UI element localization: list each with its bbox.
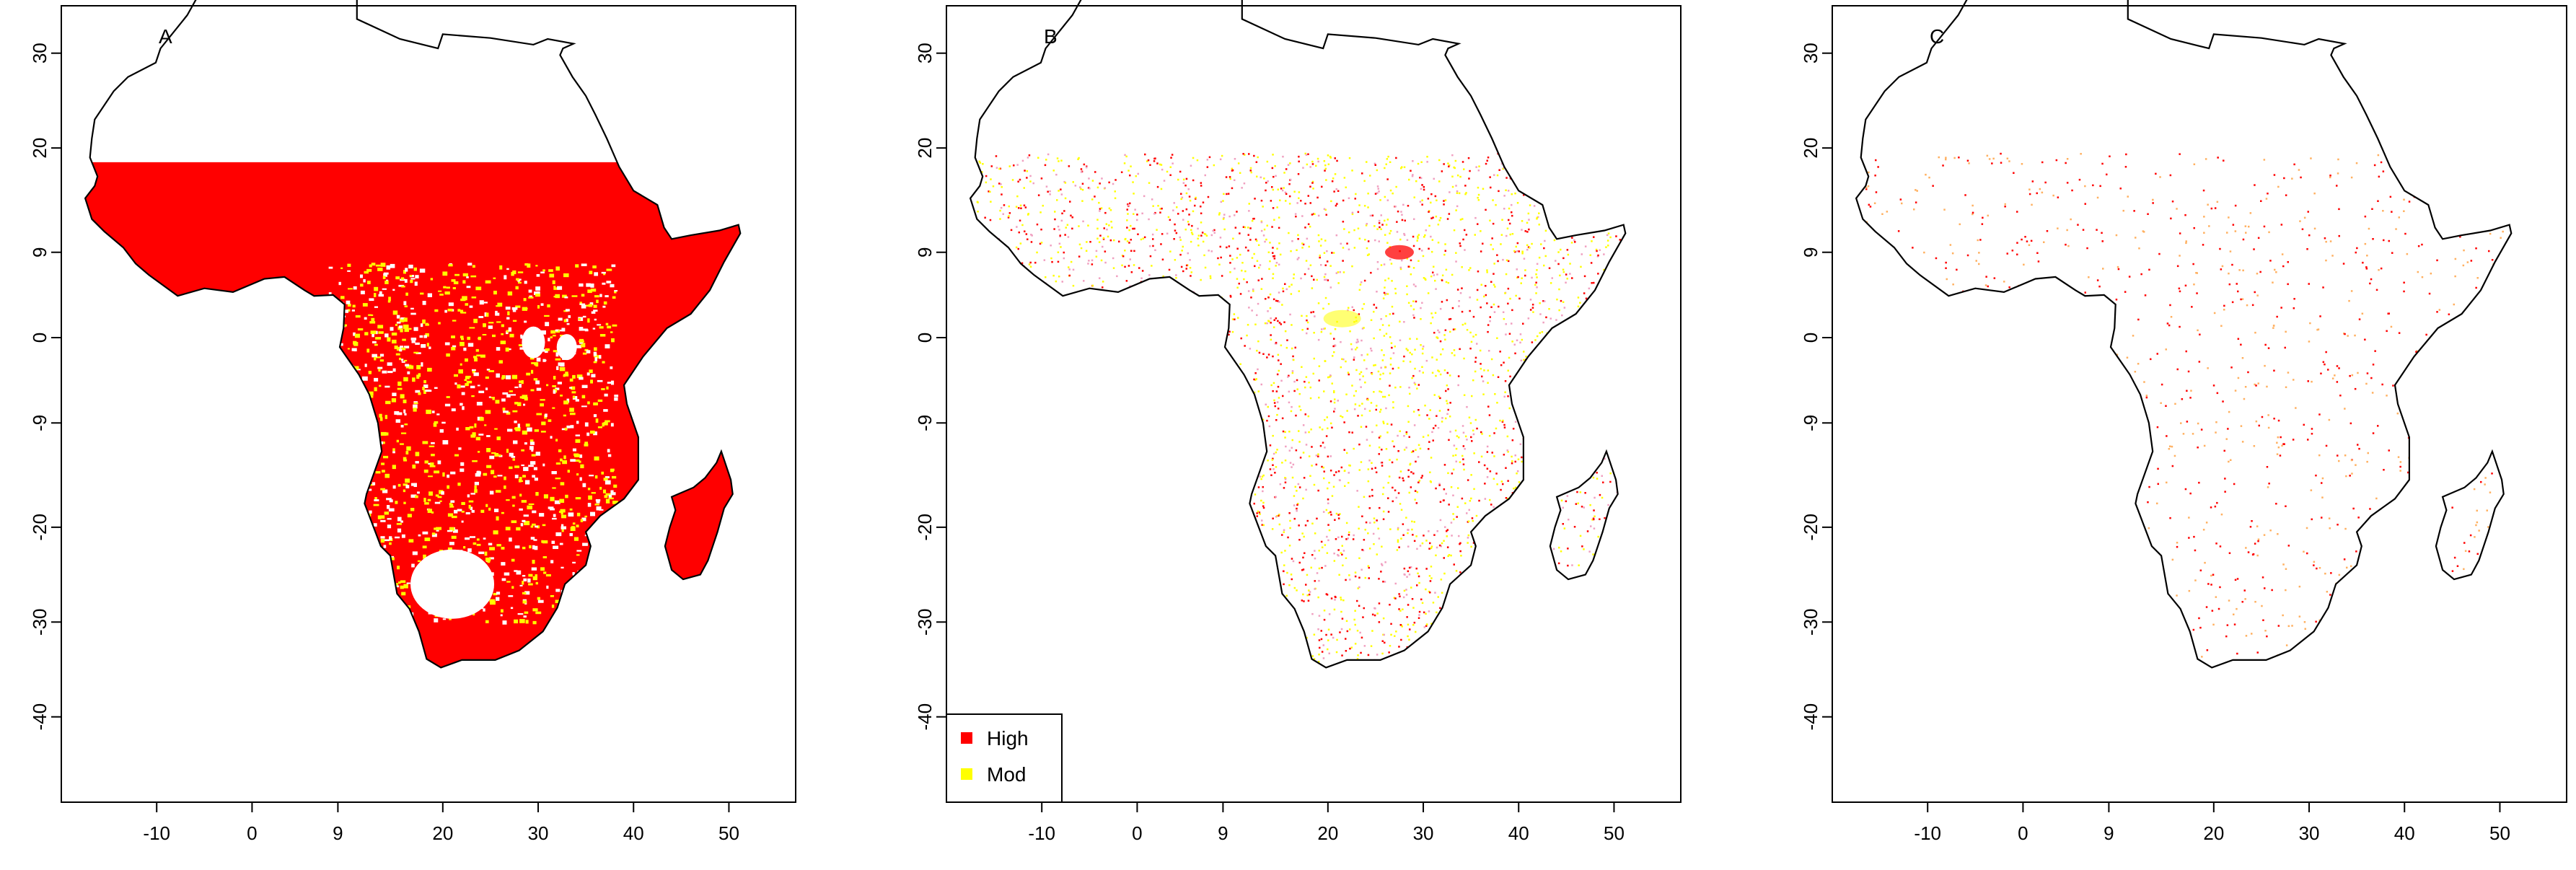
map-panel-c: C -10 0 9 20 30 40 50 30 20 9 0 -9 -20 -30 -40 — [1800, 0, 2567, 844]
y-tick-label: -40 — [29, 703, 50, 731]
africa-coastline — [969, 0, 1627, 669]
y-tick-label: 0 — [914, 333, 936, 343]
legend-swatch-mod — [961, 768, 972, 780]
x-tick-label: 40 — [623, 822, 644, 844]
legend-box — [946, 713, 1063, 803]
plot-frame — [61, 5, 796, 803]
madagascar-coastline — [2435, 449, 2505, 581]
x-tick-label: 0 — [1132, 822, 1142, 844]
y-tick-label: -9 — [29, 415, 50, 431]
prevalence-layer — [976, 152, 1621, 668]
legend-swatch-high — [961, 732, 972, 744]
y-tick-label: 30 — [1800, 43, 1821, 63]
y-tick-label: 30 — [29, 43, 50, 63]
x-tick-label: 30 — [528, 822, 549, 844]
y-tick-label: 20 — [1800, 138, 1821, 159]
y-tick-label: -9 — [914, 415, 936, 431]
legend: High Mod — [946, 713, 1063, 803]
map-panel-b: B -10 0 9 20 30 40 50 30 20 9 0 -9 -20 -30 -40 High Mod — [914, 0, 1682, 844]
high-prevalence-area — [85, 162, 741, 668]
x-tick-label: 50 — [718, 822, 739, 844]
plot-frame — [1832, 5, 2567, 803]
y-tick-label: 9 — [1800, 247, 1821, 257]
y-tick-label: 20 — [914, 138, 936, 159]
legend-label-high: High — [987, 727, 1029, 750]
x-tick-label: 50 — [2489, 822, 2510, 844]
y-tick-label: 20 — [29, 138, 50, 159]
x-tick-label: 9 — [333, 822, 343, 844]
prevalence-layer — [1865, 152, 2504, 662]
x-tick-label: -10 — [1914, 822, 1941, 844]
y-tick-label: -20 — [914, 514, 936, 541]
africa-coastline — [1855, 0, 2513, 669]
y-tick-label: 9 — [29, 247, 50, 257]
y-tick-label: -20 — [1800, 514, 1821, 541]
x-tick-label: 30 — [1413, 822, 1434, 844]
plot-frame — [946, 5, 1682, 803]
africa-coastline — [84, 0, 742, 669]
x-tick-label: 40 — [2394, 822, 2415, 844]
y-tick-label: -40 — [914, 703, 936, 731]
x-tick-label: 50 — [1604, 822, 1625, 844]
y-tick-label: -20 — [29, 514, 50, 541]
panel-label: A — [159, 25, 172, 48]
y-tick-label: 0 — [29, 333, 50, 343]
y-tick-label: -30 — [29, 608, 50, 636]
y-tick-label: 9 — [914, 247, 936, 257]
panel-label: C — [1930, 25, 1944, 48]
x-tick-label: -10 — [143, 822, 170, 844]
madagascar-coastline — [1549, 449, 1619, 581]
y-tick-label: 0 — [1800, 333, 1821, 343]
madagascar-coastline — [664, 449, 734, 581]
x-tick-label: 20 — [432, 822, 453, 844]
y-tick-label: -9 — [1800, 415, 1821, 431]
y-tick-label: 30 — [914, 43, 936, 63]
legend-label-mod: Mod — [987, 763, 1026, 786]
x-tick-label: 30 — [2299, 822, 2320, 844]
x-tick-label: 20 — [1317, 822, 1338, 844]
x-tick-label: -10 — [1028, 822, 1055, 844]
x-tick-label: 0 — [2018, 822, 2028, 844]
x-tick-label: 9 — [2104, 822, 2114, 844]
y-tick-label: -30 — [914, 608, 936, 636]
x-tick-label: 0 — [247, 822, 257, 844]
prevalence-layer — [85, 162, 741, 668]
panel-label: B — [1044, 25, 1058, 48]
x-tick-label: 9 — [1218, 822, 1228, 844]
x-tick-label: 40 — [1508, 822, 1529, 844]
x-tick-label: 20 — [2203, 822, 2224, 844]
y-tick-label: -40 — [1800, 703, 1821, 731]
map-panel-a: A -10 0 9 20 30 40 50 30 20 9 0 -9 -20 -30 -40 — [29, 0, 796, 844]
y-tick-label: -30 — [1800, 608, 1821, 636]
